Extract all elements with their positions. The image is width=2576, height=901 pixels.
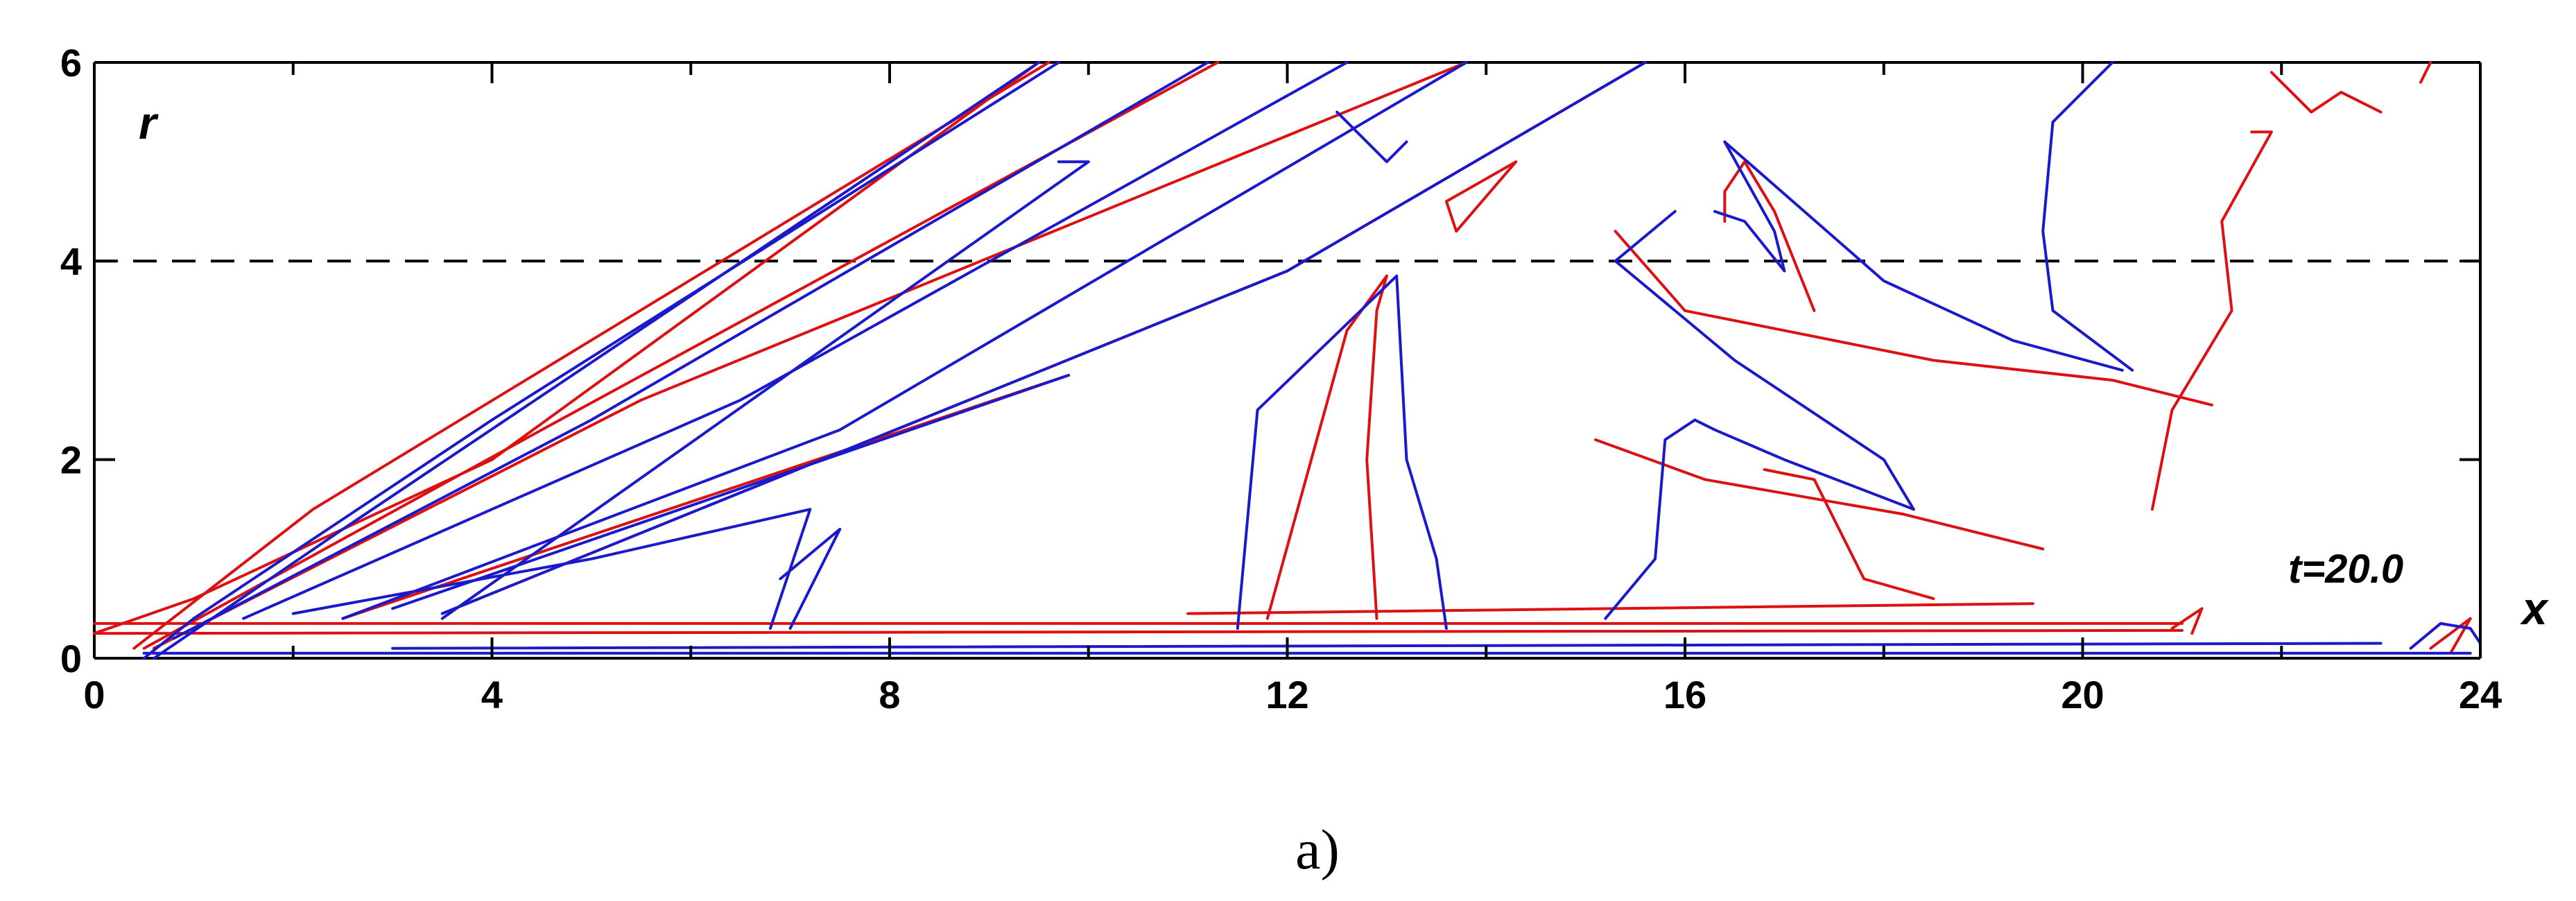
contour-line-0-7 [93,628,2184,635]
contour-line-1-17 [2041,61,2134,372]
contour-line-0-3 [153,61,1468,650]
x-tick-label: 12 [1265,673,1308,716]
contour-line-0-14 [1763,468,1935,601]
contour-line-1-4 [341,61,1468,620]
contour-line-1-0 [142,61,1060,660]
x-tick-label: 0 [83,673,105,716]
x-tick-label: 16 [1663,673,1706,716]
contour-line-0-10 [1265,274,1388,620]
figure-caption: a) [1295,818,1340,881]
contour-line-0-1 [132,61,1051,650]
x-tick-label: 8 [879,673,900,716]
contour-line-1-1 [153,61,1041,660]
contour-line-0-8 [1186,602,2034,615]
contour-line-0-17 [2270,71,2383,114]
x-tick-label: 20 [2061,673,2104,716]
contour-line-1-14 [1614,209,1915,511]
contour-line-0-13 [1594,438,2045,551]
contour-line-1-16 [1723,140,2124,372]
contour-line-1-9 [779,527,842,630]
contour-line-1-2 [172,61,1209,640]
contour-line-1-5 [440,160,1090,620]
contour-line-1-3 [242,61,1349,620]
contour-line-1-6 [391,374,1071,610]
x-axis-label: x [2520,583,2549,634]
y-tick-label: 6 [60,41,82,85]
contour-line-1-13 [1604,418,1915,620]
x-tick-label: 4 [481,673,503,716]
y-tick-label: 0 [60,637,82,680]
contour-line-0-15 [2170,607,2204,635]
contour-line-1-11 [391,642,2383,650]
contour-line-0-18 [2429,617,2472,655]
contour-line-1-7 [440,61,1647,615]
contour-line-0-16 [2150,130,2273,511]
contour-line-1-18 [1335,110,1408,164]
time-annotation: t=20.0 [2288,547,2403,592]
contour-line-0-12 [1614,230,2213,406]
contour-line-0-19 [2419,61,2432,84]
y-tick-label: 2 [60,438,82,482]
contour-line-0-11 [1723,160,1816,312]
x-tick-label: 24 [2459,673,2502,716]
contour-line-0-9 [1444,160,1518,233]
y-tick-label: 4 [60,239,82,283]
contour-line-1-12 [1236,274,1448,630]
contour-line-1-19 [2409,621,2482,650]
contour-line-1-15 [1713,140,1786,273]
y-axis-label: r [139,97,159,148]
